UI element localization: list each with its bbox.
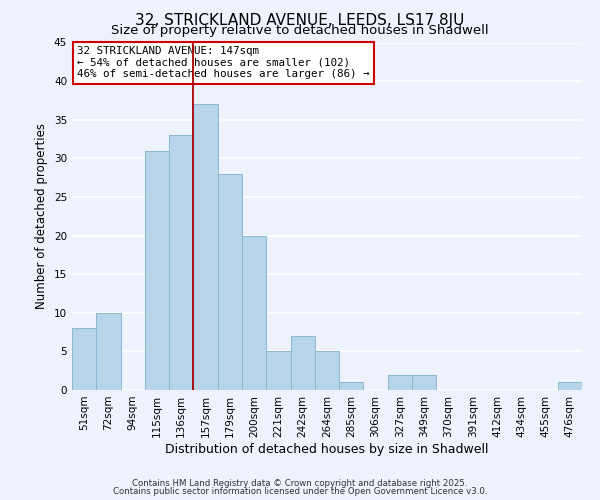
Bar bbox=[193, 104, 218, 390]
Bar bbox=[339, 382, 364, 390]
Bar bbox=[558, 382, 582, 390]
X-axis label: Distribution of detached houses by size in Shadwell: Distribution of detached houses by size … bbox=[165, 442, 489, 456]
Bar bbox=[72, 328, 96, 390]
Text: Size of property relative to detached houses in Shadwell: Size of property relative to detached ho… bbox=[111, 24, 489, 37]
Bar bbox=[145, 150, 169, 390]
Bar bbox=[290, 336, 315, 390]
Text: 32, STRICKLAND AVENUE, LEEDS, LS17 8JU: 32, STRICKLAND AVENUE, LEEDS, LS17 8JU bbox=[136, 12, 464, 28]
Bar bbox=[242, 236, 266, 390]
Bar bbox=[388, 374, 412, 390]
Bar bbox=[266, 352, 290, 390]
Bar bbox=[315, 352, 339, 390]
Bar bbox=[218, 174, 242, 390]
Y-axis label: Number of detached properties: Number of detached properties bbox=[35, 123, 49, 309]
Bar bbox=[412, 374, 436, 390]
Text: Contains public sector information licensed under the Open Government Licence v3: Contains public sector information licen… bbox=[113, 487, 487, 496]
Text: Contains HM Land Registry data © Crown copyright and database right 2025.: Contains HM Land Registry data © Crown c… bbox=[132, 478, 468, 488]
Bar bbox=[96, 313, 121, 390]
Bar bbox=[169, 135, 193, 390]
Text: 32 STRICKLAND AVENUE: 147sqm
← 54% of detached houses are smaller (102)
46% of s: 32 STRICKLAND AVENUE: 147sqm ← 54% of de… bbox=[77, 46, 370, 79]
